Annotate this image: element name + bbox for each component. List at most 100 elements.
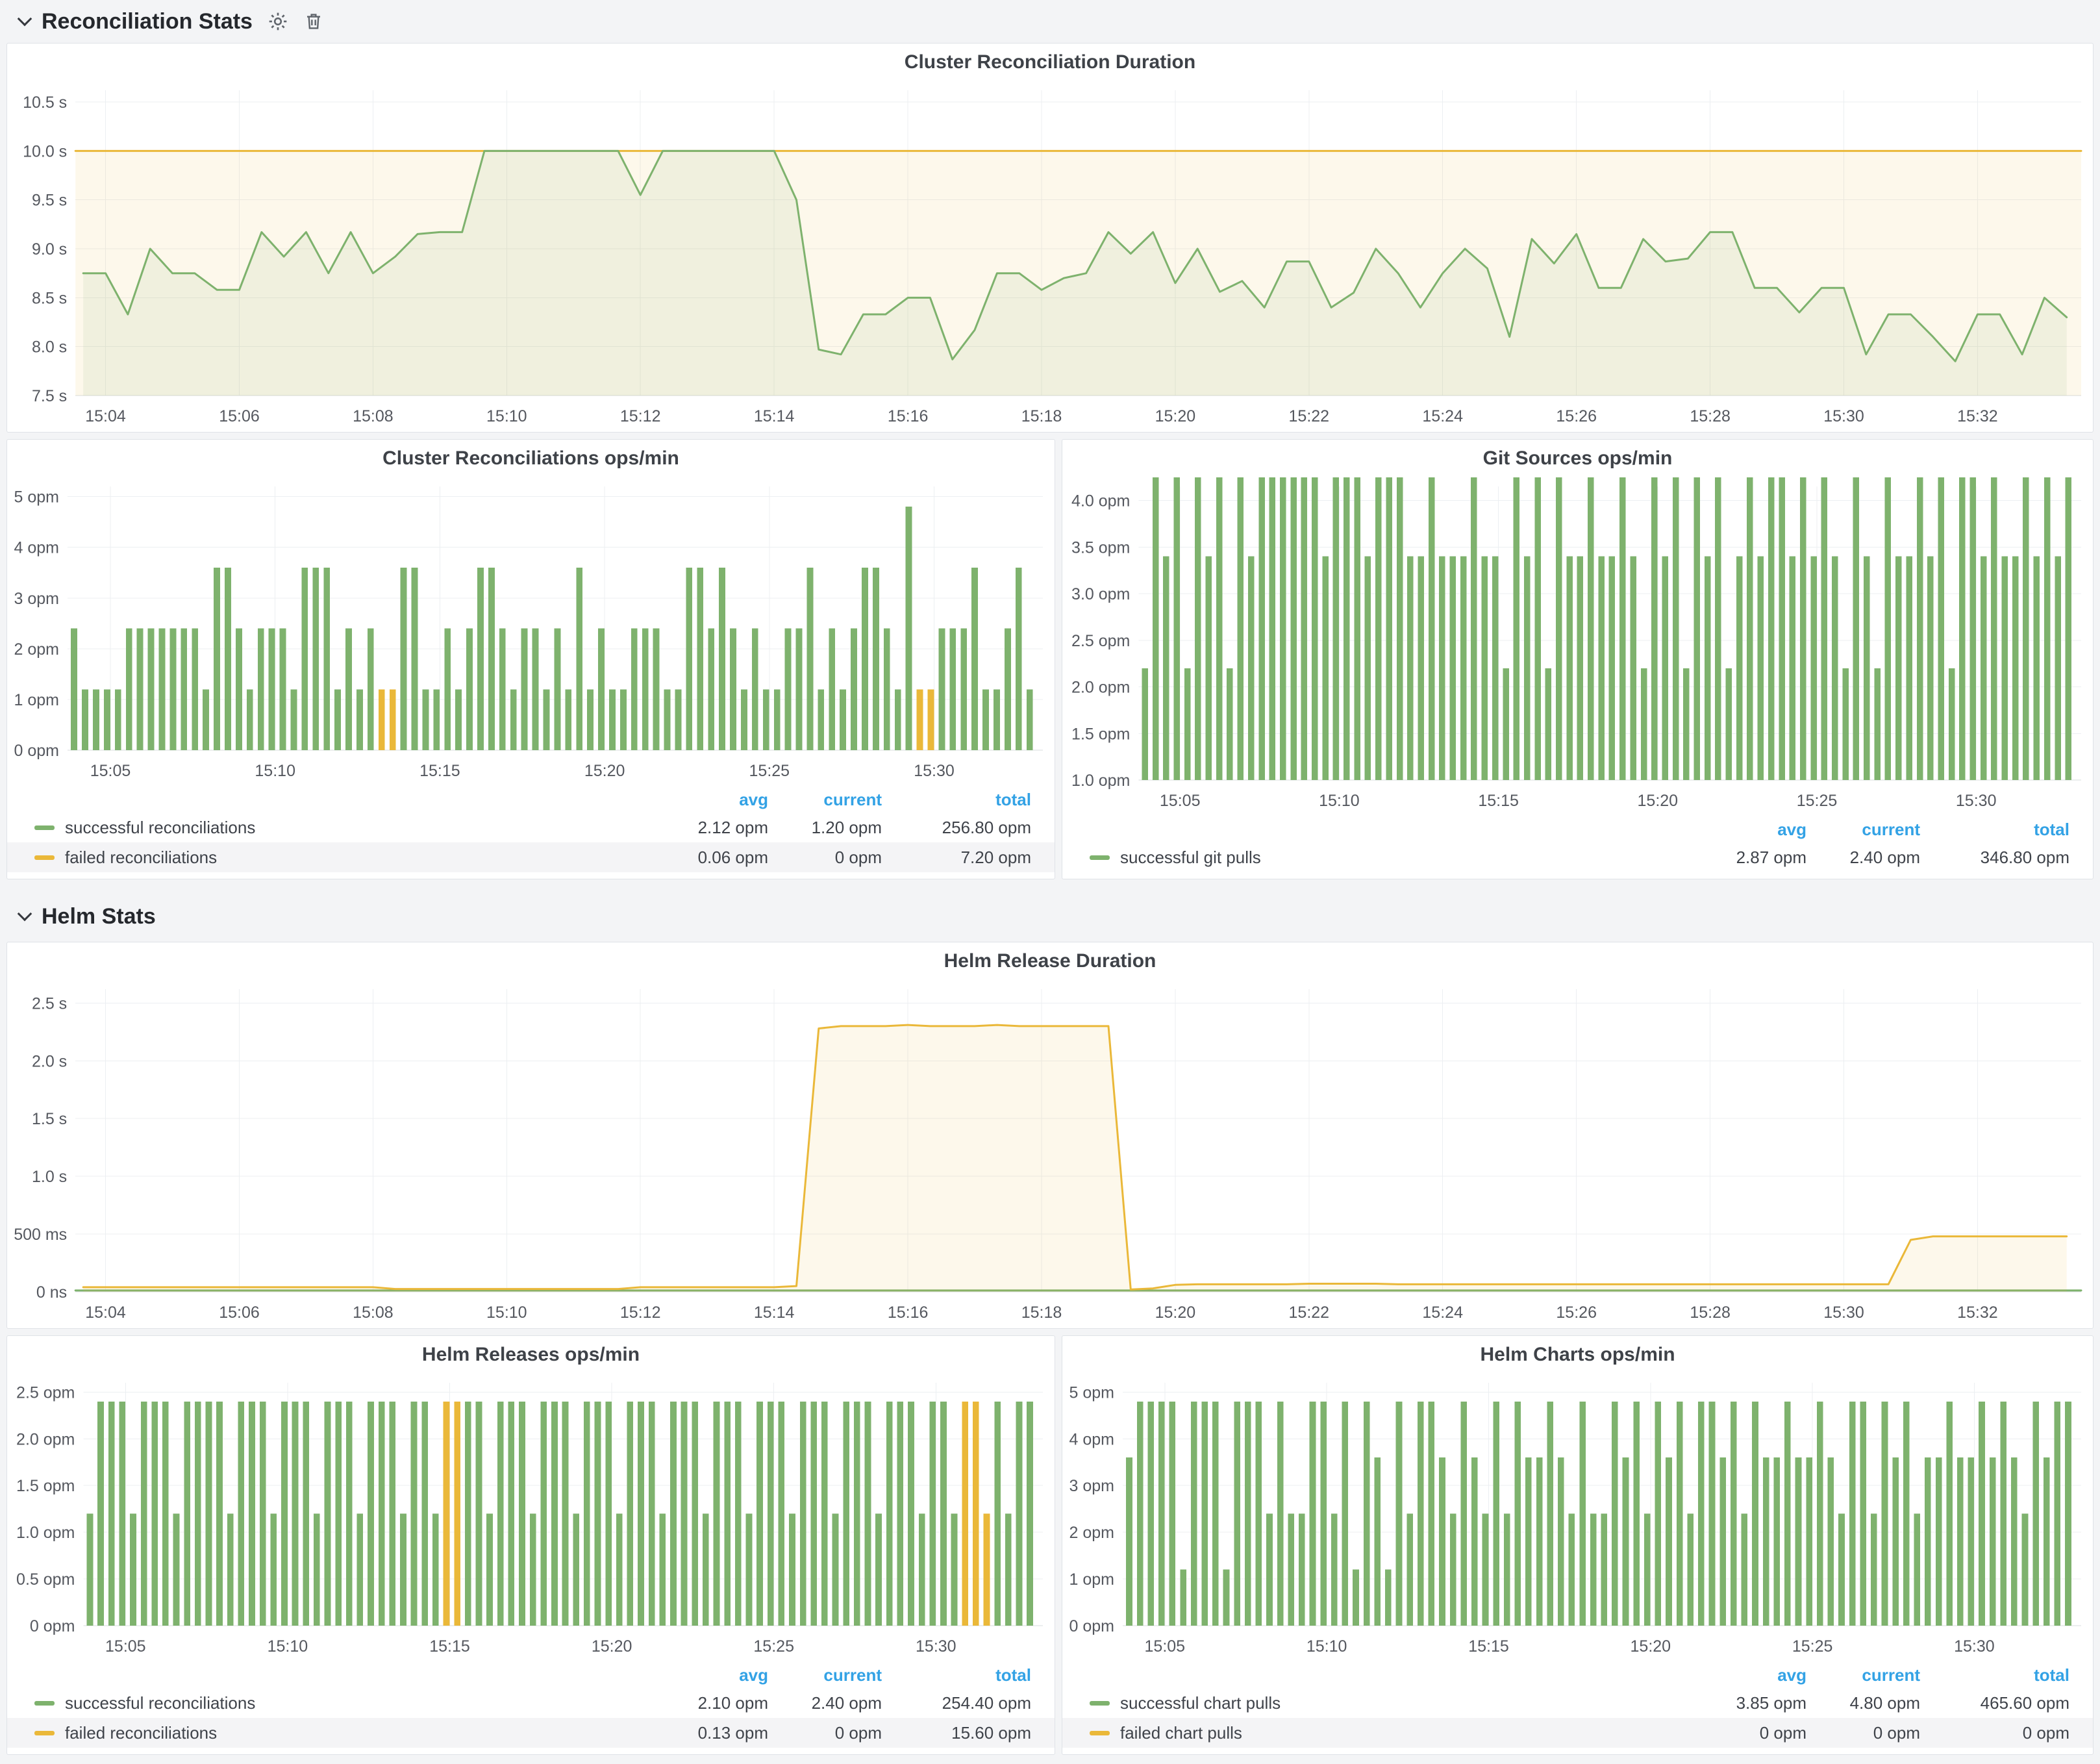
svg-text:15:06: 15:06 xyxy=(219,1304,260,1322)
stat-total: 15.60 opm xyxy=(951,1722,1031,1743)
svg-text:15:05: 15:05 xyxy=(105,1637,146,1656)
git-sources-ops-chart[interactable]: 4.0 opm 3.5 opm 3.0 opm 2.5 opm 2.0 opm 1.5 o… xyxy=(1062,477,2093,816)
svg-text:15:20: 15:20 xyxy=(1638,792,1679,810)
svg-text:15:18: 15:18 xyxy=(1021,1304,1062,1322)
svg-text:15:05: 15:05 xyxy=(1145,1637,1186,1656)
helm-releases-ops-chart[interactable]: 2.5 opm 2.0 opm 1.5 opm 1.0 opm 0.5 opm 0 opm… xyxy=(7,1374,1055,1662)
svg-text:15:16: 15:16 xyxy=(888,407,929,425)
svg-text:4.0 opm: 4.0 opm xyxy=(1071,492,1130,510)
stat-avg: 3.85 opm xyxy=(1736,1693,1806,1713)
svg-text:1.5 opm: 1.5 opm xyxy=(1071,725,1130,743)
svg-text:15:12: 15:12 xyxy=(620,407,661,425)
legend-row: successful reconciliations 2.12 opm 1.20… xyxy=(7,813,1055,842)
series-color-swatch xyxy=(1090,1700,1110,1706)
panel-title: Helm Charts ops/min xyxy=(1480,1344,1675,1365)
stat-total: 465.60 opm xyxy=(1980,1693,2069,1713)
legend-col-total[interactable]: total xyxy=(2034,1665,2069,1685)
legend-header: avg current total xyxy=(7,1662,1055,1688)
chevron-down-icon[interactable] xyxy=(17,11,32,27)
cluster-reconciliations-ops-chart[interactable]: 5 opm 4 opm 3 opm 2 opm 1 opm 0 opm 15:05 15:10… xyxy=(7,477,1055,787)
series-color-swatch xyxy=(34,1730,55,1735)
svg-text:15:14: 15:14 xyxy=(754,407,795,425)
legend-col-current[interactable]: current xyxy=(1862,819,1920,839)
gear-icon[interactable] xyxy=(267,10,289,32)
legend-col-current[interactable]: current xyxy=(823,789,882,809)
panel-helm-releases-ops: Helm Releases ops/min 2.5 opm 2.0 opm 1.5 … xyxy=(6,1335,1055,1755)
svg-text:2.0 s: 2.0 s xyxy=(32,1052,67,1070)
svg-text:15:05: 15:05 xyxy=(1160,792,1201,810)
legend-row: failed reconciliations 0.06 opm 0 opm 7.… xyxy=(7,842,1055,872)
legend-row: failed reconciliations 0.13 opm 0 opm 15… xyxy=(7,1718,1055,1748)
legend-col-avg[interactable]: avg xyxy=(1777,819,1806,839)
svg-text:15:30: 15:30 xyxy=(1823,407,1864,425)
svg-text:15:20: 15:20 xyxy=(1155,407,1196,425)
legend-col-avg[interactable]: avg xyxy=(739,789,768,809)
stat-current: 1.20 opm xyxy=(811,817,882,837)
svg-text:15:32: 15:32 xyxy=(1957,407,1998,425)
svg-text:0 opm: 0 opm xyxy=(30,1617,75,1635)
panel-git-sources-ops: Git Sources ops/min 4.0 opm 3.5 opm 3.0 op… xyxy=(1062,439,2094,879)
svg-text:15:24: 15:24 xyxy=(1422,1304,1463,1322)
legend-col-current[interactable]: current xyxy=(823,1665,882,1685)
chevron-down-icon[interactable] xyxy=(17,906,32,922)
svg-text:5 opm: 5 opm xyxy=(1069,1383,1114,1402)
svg-text:15:12: 15:12 xyxy=(620,1304,661,1322)
svg-text:2 opm: 2 opm xyxy=(1069,1524,1114,1542)
svg-text:9.5 s: 9.5 s xyxy=(32,192,67,210)
svg-text:0.5 opm: 0.5 opm xyxy=(16,1570,75,1589)
legend-series-toggle[interactable]: successful reconciliations xyxy=(34,1693,655,1713)
stat-avg: 2.10 opm xyxy=(697,1693,768,1713)
svg-text:15:14: 15:14 xyxy=(754,1304,795,1322)
svg-text:3.5 opm: 3.5 opm xyxy=(1071,538,1130,557)
legend-col-total[interactable]: total xyxy=(995,789,1031,809)
svg-text:15:28: 15:28 xyxy=(1690,407,1731,425)
stat-total: 0 opm xyxy=(2022,1722,2069,1743)
stat-current: 2.40 opm xyxy=(811,1693,882,1713)
legend-series-toggle[interactable]: failed reconciliations xyxy=(34,1723,655,1743)
svg-text:1 opm: 1 opm xyxy=(1069,1570,1114,1589)
legend-series-toggle[interactable]: successful reconciliations xyxy=(34,818,655,838)
svg-text:15:10: 15:10 xyxy=(268,1637,308,1656)
svg-text:2.0 opm: 2.0 opm xyxy=(1071,679,1130,697)
svg-text:15:15: 15:15 xyxy=(429,1637,470,1656)
legend-series-toggle[interactable]: successful chart pulls xyxy=(1090,1693,1693,1713)
helm-release-duration-chart[interactable]: 2.5 s 2.0 s 1.5 s 1.0 s 500 ms 0 ns 15:04 15:06… xyxy=(7,980,2093,1328)
legend-header: avg current total xyxy=(1062,816,2093,842)
legend-col-current[interactable]: current xyxy=(1862,1665,1920,1685)
legend: avg current total successful git pulls 2… xyxy=(1062,816,2093,879)
svg-text:15:20: 15:20 xyxy=(584,762,625,780)
svg-text:15:26: 15:26 xyxy=(1556,407,1597,425)
svg-text:15:22: 15:22 xyxy=(1289,1304,1330,1322)
svg-text:15:08: 15:08 xyxy=(353,1304,394,1322)
svg-text:3 opm: 3 opm xyxy=(1069,1477,1114,1495)
series-name: successful git pulls xyxy=(1120,847,1261,867)
svg-text:15:15: 15:15 xyxy=(419,762,460,780)
stat-total: 254.40 opm xyxy=(942,1693,1031,1713)
svg-text:10.5 s: 10.5 s xyxy=(23,94,67,112)
legend-col-total[interactable]: total xyxy=(2034,819,2069,839)
svg-text:15:26: 15:26 xyxy=(1556,1304,1597,1322)
svg-text:1.5 opm: 1.5 opm xyxy=(16,1477,75,1495)
trash-icon[interactable] xyxy=(303,11,324,32)
legend-series-toggle[interactable]: failed chart pulls xyxy=(1090,1723,1693,1743)
svg-text:0 ns: 0 ns xyxy=(36,1283,67,1302)
legend-col-avg[interactable]: avg xyxy=(739,1665,768,1685)
svg-text:1.5 s: 1.5 s xyxy=(32,1110,67,1128)
series-name: successful reconciliations xyxy=(65,1693,256,1713)
legend-series-toggle[interactable]: successful git pulls xyxy=(1090,848,1693,868)
svg-text:15:30: 15:30 xyxy=(914,762,955,780)
stat-current: 0 opm xyxy=(1873,1722,1920,1743)
legend-col-avg[interactable]: avg xyxy=(1777,1665,1806,1685)
svg-text:15:10: 15:10 xyxy=(486,1304,527,1322)
helm-charts-ops-chart[interactable]: 5 opm 4 opm 3 opm 2 opm 1 opm 0 opm 15:05 15:10… xyxy=(1062,1374,2093,1662)
cluster-reconciliation-duration-chart[interactable]: 10.5 s 10.0 s 9.5 s 9.0 s 8.5 s 8.0 s 7.5 s 15:… xyxy=(7,81,2093,432)
svg-text:0 opm: 0 opm xyxy=(14,742,59,760)
section-header-helm: Helm Stats xyxy=(0,879,2100,942)
stat-total: 7.20 opm xyxy=(960,847,1031,867)
stat-current: 0 opm xyxy=(834,847,882,867)
svg-text:15:18: 15:18 xyxy=(1021,407,1062,425)
legend-col-total[interactable]: total xyxy=(995,1665,1031,1685)
svg-text:1.0 s: 1.0 s xyxy=(32,1168,67,1186)
legend-series-toggle[interactable]: failed reconciliations xyxy=(34,848,655,868)
svg-text:7.5 s: 7.5 s xyxy=(32,387,67,405)
